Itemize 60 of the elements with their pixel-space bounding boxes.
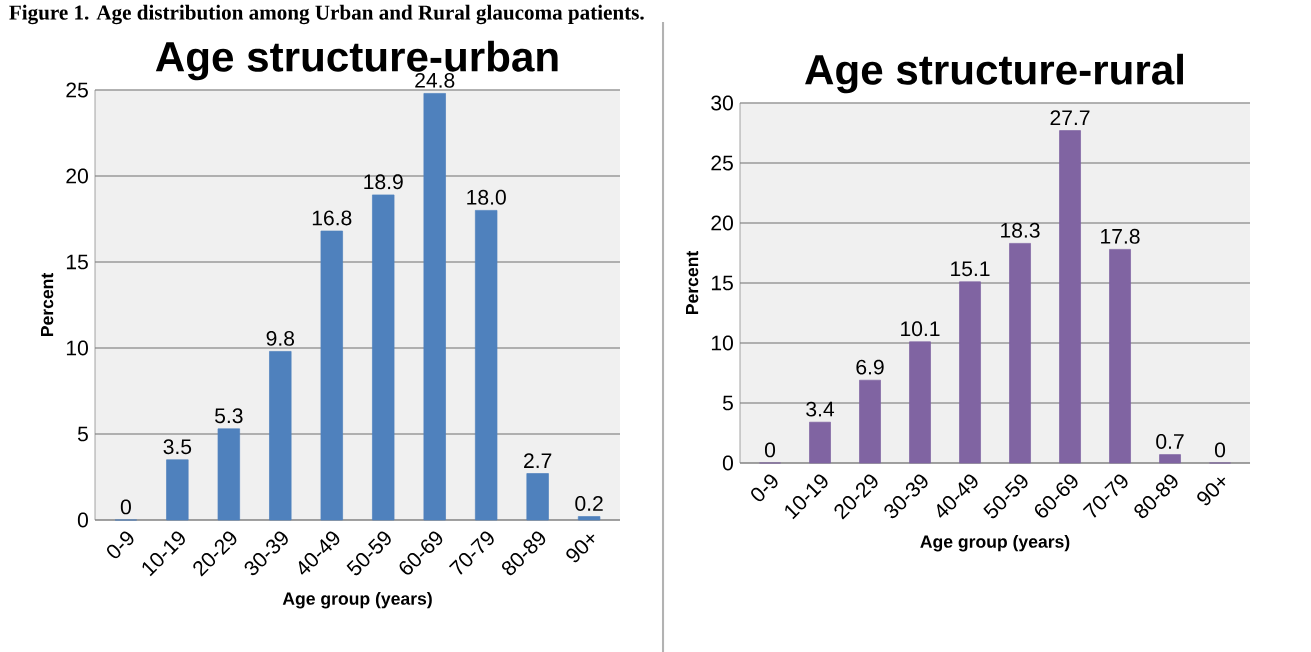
y-tick-label: 25 (66, 82, 88, 98)
bar (577, 516, 601, 521)
y-tick-label: 30 (711, 95, 733, 111)
bar (320, 230, 343, 521)
y-tick-label: 25 (711, 155, 733, 171)
x-tick-label: 0-9 (751, 474, 778, 502)
x-tick-label: 0-9 (107, 531, 134, 559)
bar (1059, 130, 1081, 464)
bar (959, 281, 981, 464)
bar (1109, 249, 1131, 464)
data-label: 0.2 (575, 496, 603, 511)
y-tick-label: 10 (711, 335, 733, 351)
data-label: 3.5 (163, 439, 192, 455)
data-label: 16.8 (312, 210, 352, 226)
data-label: 5.3 (215, 408, 243, 424)
data-label: 9.8 (266, 330, 295, 346)
data-label: 6.9 (856, 359, 884, 375)
data-label: 18.0 (467, 189, 506, 205)
data-label: 0 (1214, 442, 1226, 458)
x-axis-title: Age group (years) (920, 534, 1070, 552)
bar (526, 473, 549, 521)
y-axis-title: Percent (686, 250, 699, 315)
y-tick-label: 5 (77, 426, 88, 442)
data-label: 27.7 (1050, 110, 1090, 125)
data-label: 0 (120, 499, 131, 515)
bar (475, 210, 498, 521)
data-label: 2.7 (524, 453, 552, 468)
bar (166, 459, 189, 521)
bar (269, 351, 292, 521)
chart-title: Age structure-rural (805, 53, 1183, 94)
data-label: 17.8 (1101, 228, 1140, 244)
y-tick-label: 0 (77, 512, 88, 528)
y-tick-label: 15 (66, 254, 88, 270)
y-tick-label: 15 (711, 275, 733, 291)
data-label: 18.9 (364, 174, 403, 190)
x-tick-label: 90+ (566, 534, 595, 563)
bar (1159, 454, 1181, 464)
data-label: 0.7 (1156, 434, 1184, 449)
data-label: 15.1 (951, 261, 990, 277)
x-tick-label: 90+ (1197, 477, 1226, 506)
y-axis-title: Percent (41, 272, 54, 337)
y-tick-label: 20 (711, 215, 733, 231)
y-tick-label: 5 (722, 395, 733, 411)
y-tick-label: 0 (722, 455, 733, 471)
y-tick-label: 10 (66, 340, 88, 356)
bar (372, 194, 395, 521)
data-label: 18.3 (1001, 222, 1040, 238)
bar (423, 93, 446, 521)
y-tick-label: 20 (66, 168, 88, 184)
data-label: 10.1 (901, 321, 940, 337)
data-label: 24.8 (415, 72, 455, 88)
data-label: 0 (764, 442, 776, 458)
x-axis-title: Age group (years) (282, 591, 432, 609)
bar (217, 428, 240, 521)
data-label: 3.4 (806, 401, 835, 417)
caption: Figure 1. Age distribution among Urban and Rural glaucoma patients. (9, 4, 644, 25)
bar (859, 379, 881, 464)
bar (809, 421, 831, 464)
bar (909, 341, 931, 464)
bar (1009, 243, 1031, 464)
